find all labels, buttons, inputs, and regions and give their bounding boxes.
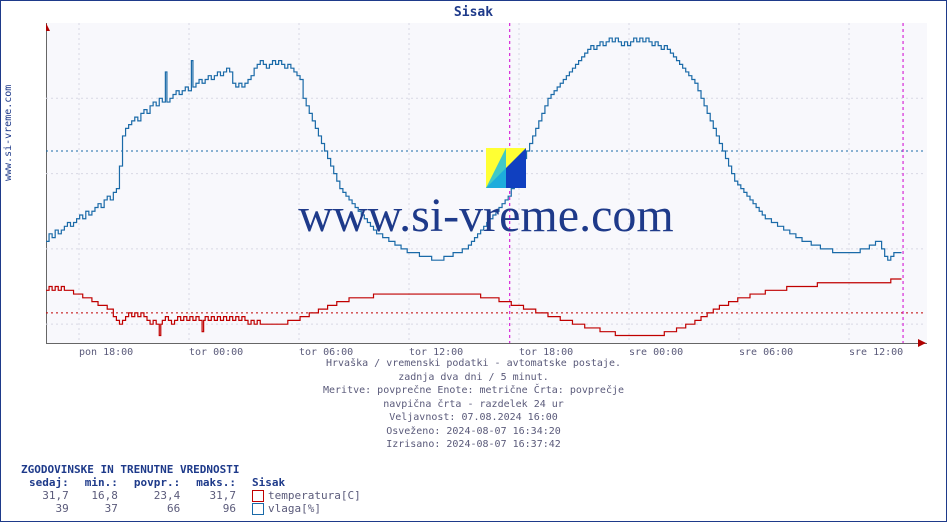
stats-cell: 37	[77, 502, 126, 515]
chart-container: www.si-vreme.com Sisak 20406080pon 18:00…	[0, 0, 947, 522]
stats-row: 31,716,823,431,7temperatura[C]	[21, 489, 369, 502]
stats-block: ZGODOVINSKE IN TRENUTNE VREDNOSTI sedaj:…	[21, 463, 369, 515]
y-axis-label: www.si-vreme.com	[3, 85, 14, 181]
stats-col-header: min.:	[77, 476, 126, 489]
stats-series-cell: temperatura[C]	[244, 489, 369, 502]
subtitle-line: Izrisano: 2024-08-07 16:37:42	[1, 438, 946, 452]
subtitle-line: Osveženo: 2024-08-07 16:34:20	[1, 425, 946, 439]
subtitle-line: Veljavnost: 07.08.2024 16:00	[1, 411, 946, 425]
stats-cell: 39	[21, 502, 77, 515]
stats-row: 39376696 vlaga[%]	[21, 502, 369, 515]
stats-cell: 96	[188, 502, 244, 515]
series-swatch	[252, 490, 264, 502]
stats-col-header: maks.:	[188, 476, 244, 489]
stats-cell: 31,7	[21, 489, 77, 502]
stats-header: ZGODOVINSKE IN TRENUTNE VREDNOSTI	[21, 463, 369, 476]
subtitle-line: Hrvaška / vremenski podatki - avtomatske…	[1, 357, 946, 371]
subtitle-block: Hrvaška / vremenski podatki - avtomatske…	[1, 357, 946, 452]
stats-col-header: Sisak	[244, 476, 369, 489]
stats-cell: 16,8	[77, 489, 126, 502]
subtitle-line: zadnja dva dni / 5 minut.	[1, 371, 946, 385]
stats-col-header: povpr.:	[126, 476, 188, 489]
series-swatch	[252, 503, 264, 515]
stats-series-cell: vlaga[%]	[244, 502, 369, 515]
series-label: temperatura[C]	[268, 489, 361, 502]
series-label: vlaga[%]	[268, 502, 321, 515]
stats-col-header: sedaj:	[21, 476, 77, 489]
stats-cell: 66	[126, 502, 188, 515]
stats-cell: 31,7	[188, 489, 244, 502]
chart-title: Sisak	[1, 5, 946, 20]
plot-svg: 20406080pon 18:00tor 00:00tor 06:00tor 1…	[46, 23, 926, 363]
stats-table: sedaj:min.:povpr.:maks.:Sisak31,716,823,…	[21, 476, 369, 515]
stats-cell: 23,4	[126, 489, 188, 502]
watermark-icon	[486, 148, 526, 188]
plot-area: 20406080pon 18:00tor 00:00tor 06:00tor 1…	[46, 23, 926, 343]
subtitle-line: Meritve: povprečne Enote: metrične Črta:…	[1, 384, 946, 398]
subtitle-line: navpična črta - razdelek 24 ur	[1, 398, 946, 412]
